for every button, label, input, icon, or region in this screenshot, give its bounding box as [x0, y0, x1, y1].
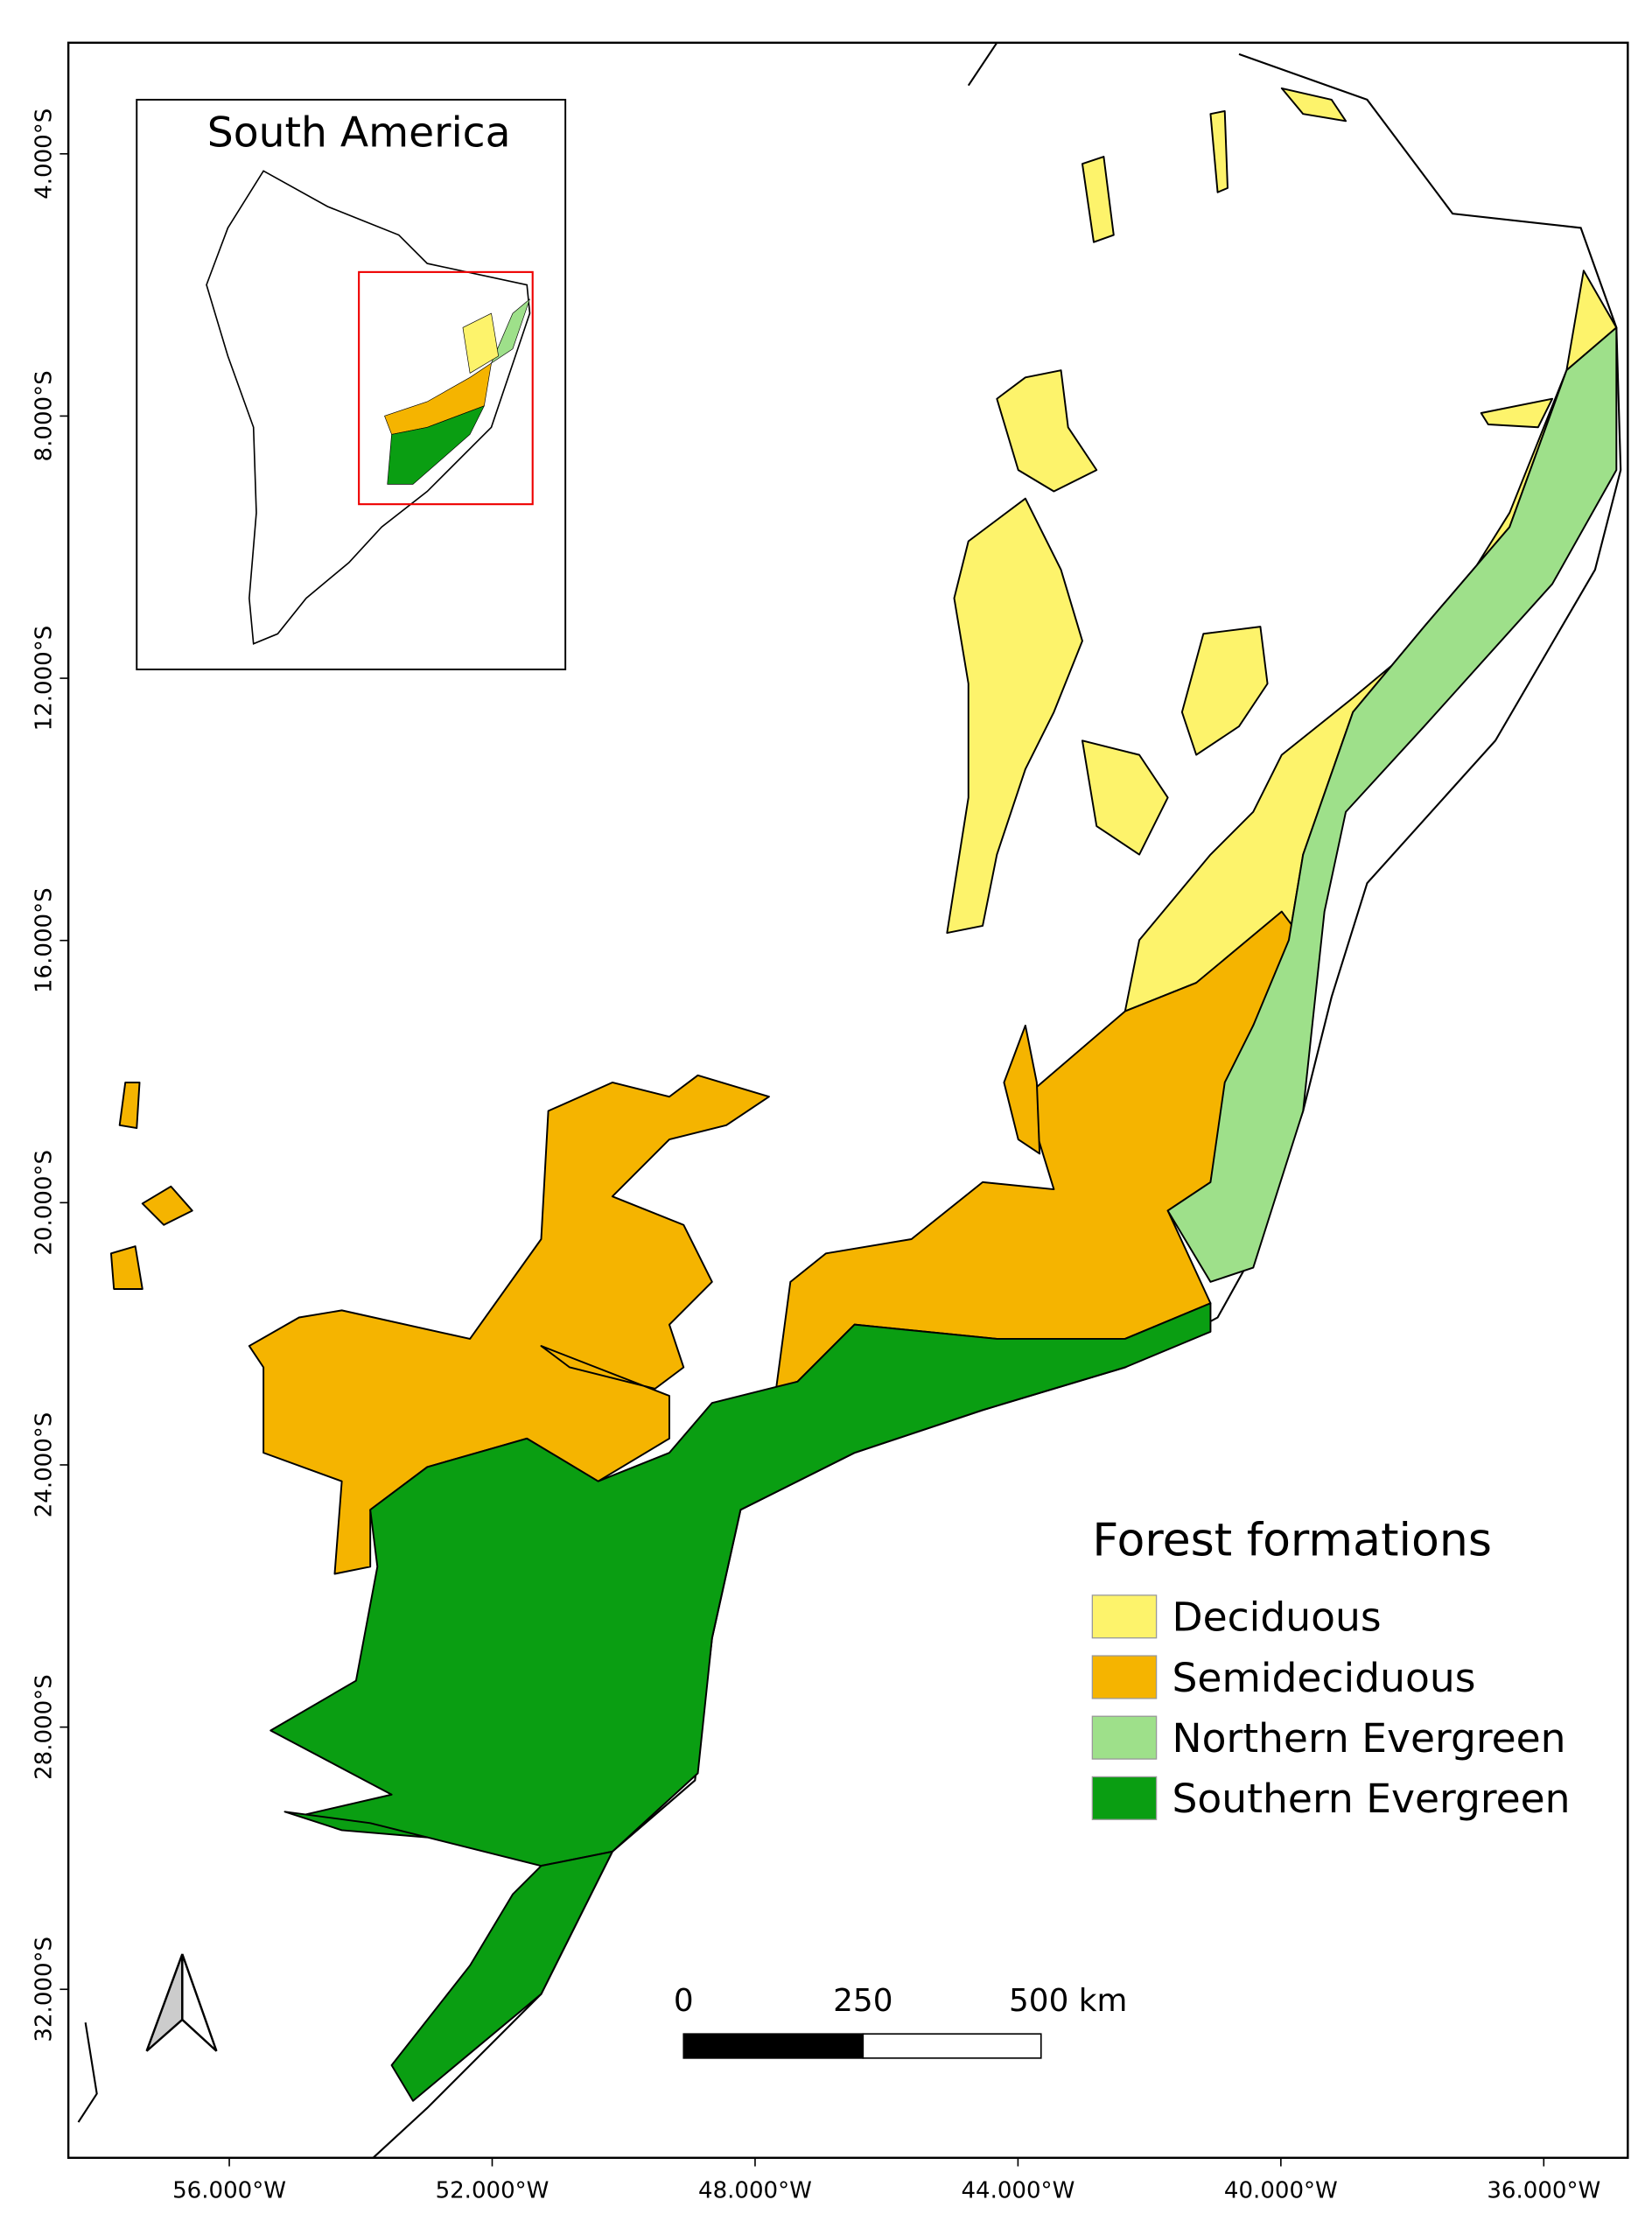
lon-label: 40.000°W — [1224, 2177, 1338, 2203]
lat-label: 28.000°S — [32, 1674, 58, 1780]
scale-label: 0 — [674, 1983, 694, 2019]
legend-title: Forest formations — [1092, 1514, 1492, 1566]
semideciduous-region — [141, 1185, 193, 1226]
semideciduous-region — [109, 1245, 144, 1290]
northern-evergreen-region — [1166, 326, 1618, 1283]
legend-label: Northern Evergreen — [1172, 1715, 1566, 1762]
legend-swatch — [1091, 1594, 1158, 1639]
scale-labels: 0 250 500 km — [674, 1983, 1127, 2019]
scale-bar-white — [862, 2033, 1042, 2059]
legend-swatch — [1091, 1715, 1158, 1760]
lat-label: 24.000°S — [32, 1412, 58, 1518]
southern-evergreen-region — [390, 1850, 613, 2102]
lat-label: 32.000°S — [32, 1937, 58, 2042]
lat-label: 8.000°S — [32, 370, 58, 461]
semideciduous-region — [248, 1074, 770, 1575]
scale-bar-black — [682, 2033, 864, 2059]
lat-label: 16.000°S — [32, 887, 58, 993]
deciduous-region — [946, 497, 1083, 935]
inset-title: South America — [207, 109, 511, 158]
lon-label: 52.000°W — [436, 2177, 550, 2203]
deciduous-regions — [946, 87, 1618, 1012]
legend-label: Southern Evergreen — [1172, 1776, 1571, 1822]
scale-label: 500 km — [1009, 1983, 1127, 2019]
deciduous-region — [1280, 87, 1348, 123]
legend-swatch — [1091, 1776, 1158, 1820]
deciduous-region — [1209, 109, 1228, 193]
lon-label: 48.000°W — [698, 2177, 812, 2203]
southern-evergreen-region — [284, 1811, 429, 1839]
semideciduous-region — [1003, 1024, 1041, 1155]
southern-evergreen-regions — [270, 1302, 1212, 2102]
legend-label: Deciduous — [1172, 1594, 1382, 1641]
north-arrow-right — [181, 1953, 218, 2052]
deciduous-region — [996, 369, 1098, 493]
inset-deciduous — [462, 312, 499, 374]
inset-extent — [358, 270, 534, 506]
lon-label: 44.000°W — [961, 2177, 1074, 2203]
inset-southern-evergreen — [387, 405, 485, 485]
lat-label: 12.000°S — [32, 626, 58, 732]
semideciduous-region — [118, 1081, 141, 1130]
semideciduous-regions — [109, 910, 1305, 1575]
legend-swatch — [1091, 1655, 1158, 1699]
scale-label: 250 — [833, 1983, 892, 2019]
deciduous-region — [1081, 156, 1115, 243]
inset-northern-evergreen — [491, 298, 530, 364]
map-layer: South America Forest formations Deciduou… — [32, 41, 1629, 2204]
inset-continent — [206, 170, 531, 645]
lon-label: 36.000°W — [1487, 2177, 1600, 2203]
deciduous-region — [1180, 626, 1269, 756]
lat-label: 4.000°S — [32, 109, 58, 200]
deciduous-region — [1480, 397, 1554, 429]
deciduous-region — [1081, 739, 1169, 856]
lat-label: 20.000°S — [32, 1150, 58, 1256]
axis-labels: 4.000°S 8.000°S 12.000°S 16.000°S 20.000°S 24… — [32, 109, 1601, 2204]
lon-label: 56.000°W — [172, 2177, 286, 2203]
legend: Deciduous Semideciduous Northern Evergreen… — [1091, 1594, 1571, 1822]
legend-label: Semideciduous — [1172, 1655, 1476, 1701]
